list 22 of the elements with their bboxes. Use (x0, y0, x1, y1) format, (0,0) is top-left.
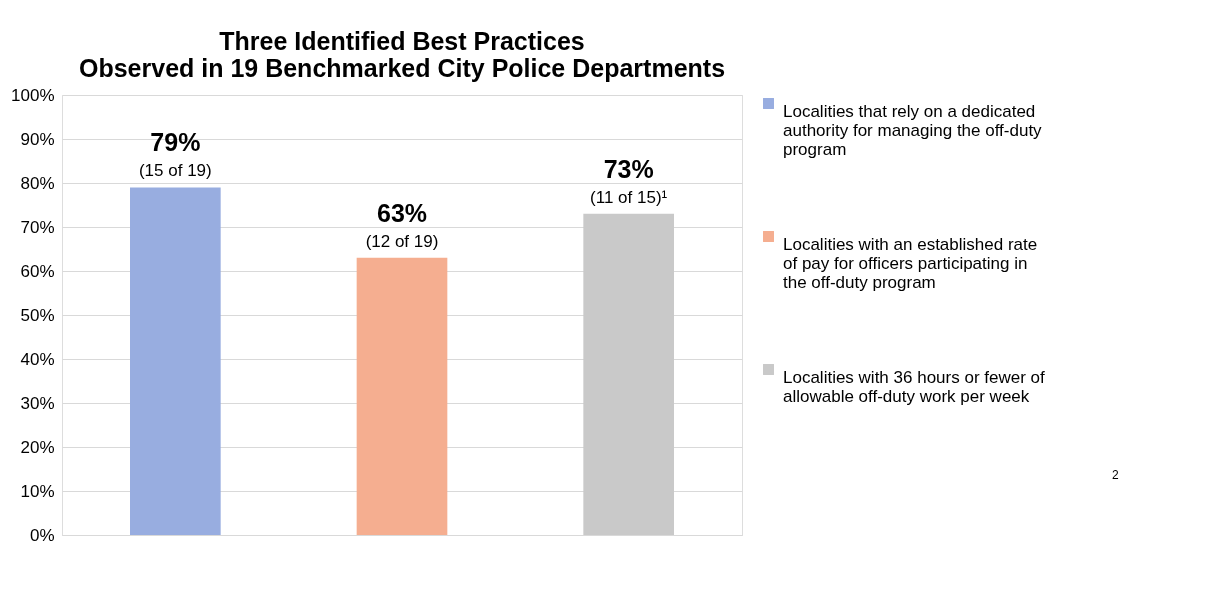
data-label: 63% (376, 198, 428, 227)
chart-title: Three Identified Best Practices Observed in 19 Benchmarked City Police Departments (78, 27, 726, 82)
text: 2 (1112, 468, 1119, 482)
annotation: (15 of 19) (138, 161, 212, 181)
annotation: (11 of 15)¹ (590, 187, 668, 207)
legend-label: Localities with an established rate of pay for officers participating in the off-duty program (783, 234, 1038, 292)
annotation: (12 of 19) (365, 231, 439, 251)
y-tick-label: 40% (20, 349, 55, 369)
y-tick-label: 100% (11, 85, 55, 105)
y-tick-label: 20% (20, 437, 55, 457)
y-tick-label: 90% (20, 129, 55, 149)
y-tick-label: 60% (20, 261, 55, 281)
data-label: 79% (150, 128, 201, 157)
y-tick-label: 50% (20, 305, 55, 325)
legend-label: Localities that rely on a dedicated authority for managing the off-duty program (783, 101, 1043, 159)
y-tick-label: 80% (20, 173, 55, 193)
legend-label: Localities with 36 hours or fewer of allowable off-duty work per week (783, 367, 1046, 406)
data-label: 73% (603, 154, 654, 183)
y-tick-label: 70% (20, 217, 55, 237)
y-tick-label: 30% (20, 393, 55, 413)
y-tick-label: 0% (29, 525, 55, 545)
y-tick-label: 10% (20, 481, 55, 501)
